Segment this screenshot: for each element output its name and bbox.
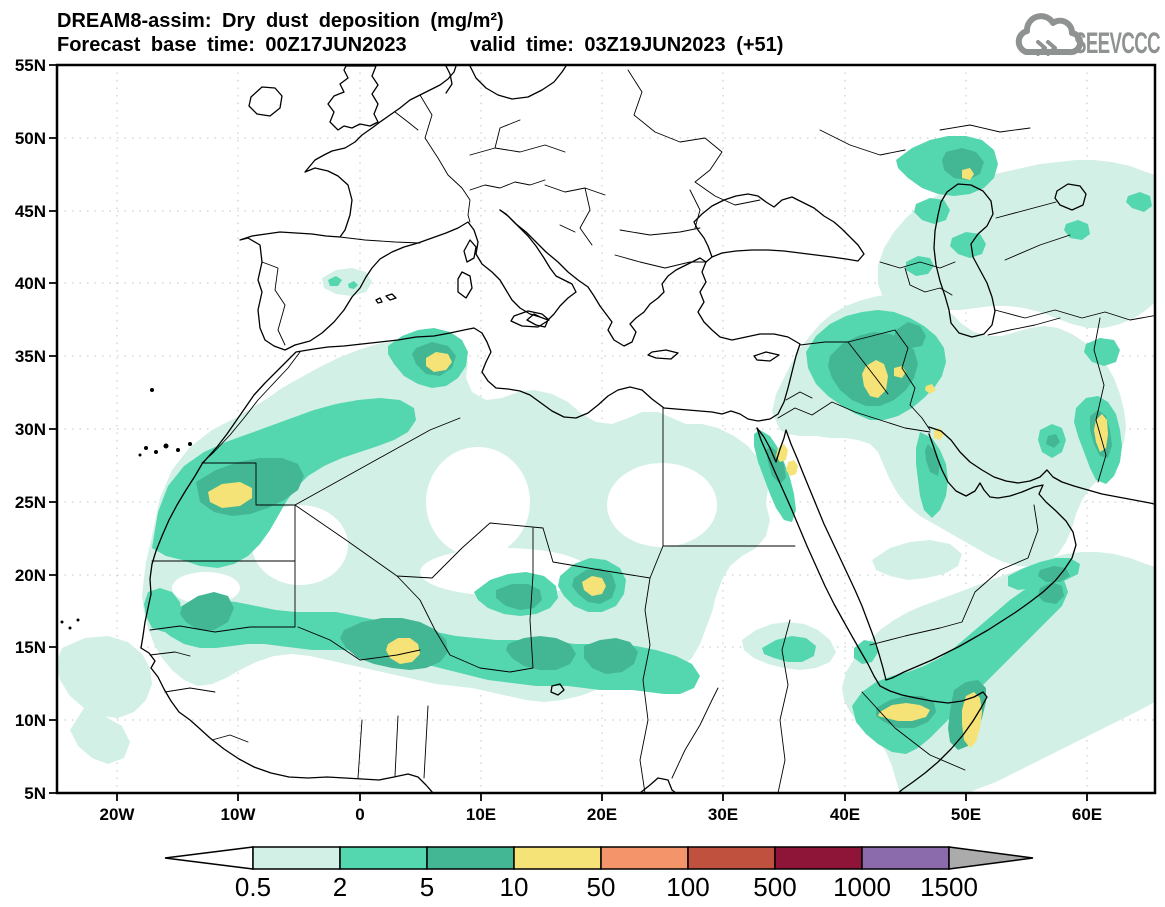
colorbar-label: 0.5 <box>235 872 271 902</box>
colorbar-arrow-high <box>948 846 1034 870</box>
lon-label: 10E <box>466 805 496 824</box>
lat-label: 20N <box>15 566 46 585</box>
forecast-times: Forecast base time: 00Z17JUN2023 valid t… <box>57 34 783 56</box>
colorbar-segment-6 <box>687 846 776 870</box>
lon-label: 0 <box>355 805 364 824</box>
lat-label: 30N <box>15 420 46 439</box>
seevccc-logo: SEEVCCC <box>1015 13 1161 60</box>
lon-label: 40E <box>830 805 860 824</box>
lat-label: 55N <box>15 56 46 75</box>
latitude-axis: 55N 50N 45N 40N 35N 30N 25N 20N 15N 10N … <box>15 56 46 803</box>
lon-label: 20E <box>587 805 617 824</box>
colorbar-label: 500 <box>753 872 796 902</box>
colorbar-segment-4 <box>513 846 602 870</box>
colorbar-segment-1 <box>252 846 341 870</box>
cloud-icon <box>1015 13 1084 56</box>
coastlines <box>60 66 1154 792</box>
lon-label: 30E <box>708 805 738 824</box>
colorbar-arrow-low <box>164 846 254 870</box>
lon-label: 10W <box>221 805 257 824</box>
lon-label: 50E <box>951 805 981 824</box>
map-plot-area <box>58 66 1154 792</box>
colorbar-label: 50 <box>587 872 616 902</box>
country-borders <box>149 69 1154 792</box>
axis-ticks <box>49 64 1088 801</box>
colorbar-label: 2 <box>333 872 347 902</box>
lat-label: 45N <box>15 202 46 221</box>
lon-label: 60E <box>1072 805 1102 824</box>
colorbar-label: 1000 <box>833 872 891 902</box>
colorbar-segment-7 <box>774 846 863 870</box>
lat-label: 15N <box>15 638 46 657</box>
logo-text: SEEVCCC <box>1074 27 1160 60</box>
lat-label: 35N <box>15 347 46 366</box>
colorbar-segment-5 <box>600 846 689 870</box>
colorbar-label: 100 <box>666 872 709 902</box>
contour-band-10-50 <box>208 168 1108 748</box>
page-title: DREAM8-assim: Dry dust deposition (mg/m²… <box>57 10 504 32</box>
colorbar-segment-2 <box>339 846 428 870</box>
colorbar-segment-8 <box>861 846 950 870</box>
colorbar: 0.5 2 5 10 50 100 500 1000 1500 <box>164 846 1034 902</box>
colorbar-label: 10 <box>500 872 529 902</box>
colorbar-label: 5 <box>420 872 434 902</box>
colorbar-label: 1500 <box>920 872 978 902</box>
cloud-chevron-icon <box>1036 40 1057 56</box>
lat-label: 5N <box>24 784 46 803</box>
colorbar-segment-3 <box>426 846 515 870</box>
lat-label: 50N <box>15 129 46 148</box>
lat-label: 10N <box>15 711 46 730</box>
lat-label: 40N <box>15 274 46 293</box>
lon-label: 20W <box>100 805 136 824</box>
longitude-axis: 20W 10W 0 10E 20E 30E 40E 50E 60E <box>100 805 1103 824</box>
lat-label: 25N <box>15 493 46 512</box>
